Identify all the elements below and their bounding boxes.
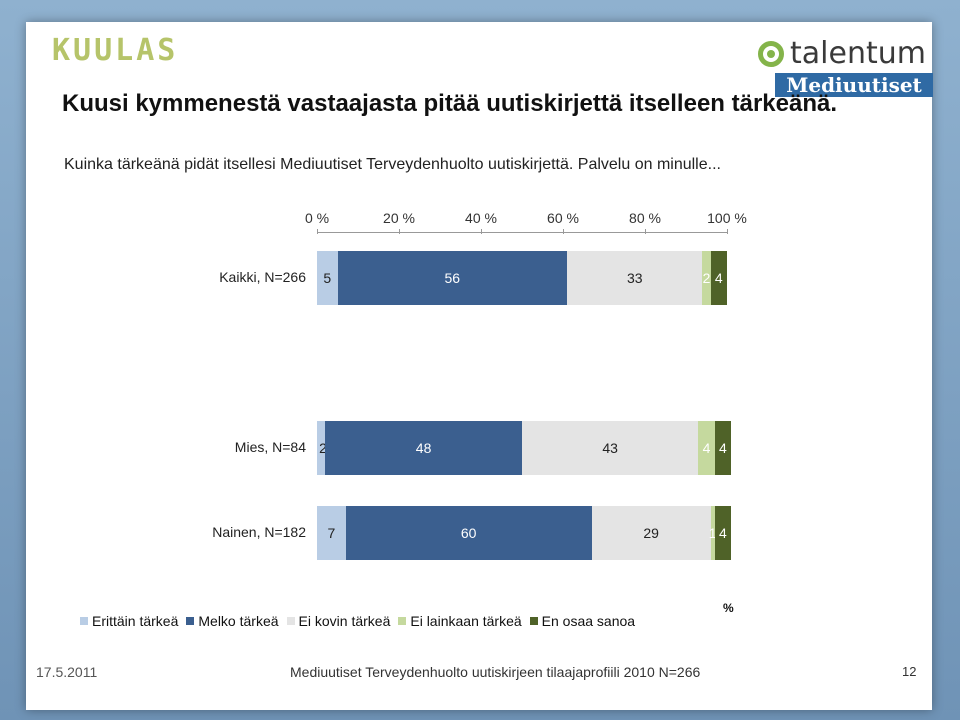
bar-segment [567, 251, 703, 305]
data-label: 56 [444, 270, 461, 286]
kuulas-logo: KUULAS [52, 33, 179, 68]
data-label: 4 [702, 440, 711, 456]
legend-label: Erittäin tärkeä [92, 613, 179, 629]
bar-segment [325, 421, 522, 475]
chart-legend: Erittäin tärkeä Melko tärkeä Ei kovin tärk… [80, 613, 643, 629]
x-tick-mark [481, 229, 482, 234]
bar-segment [710, 506, 715, 560]
category-label: Mies, N=84 [234, 439, 306, 455]
data-label: 1 [708, 525, 717, 541]
x-tick-label: 20 % [383, 210, 415, 226]
slide [26, 22, 932, 710]
data-label: 29 [643, 525, 659, 541]
x-tick-mark [317, 229, 318, 234]
legend-item: Ei lainkaan tärkeä [398, 613, 522, 629]
x-tick-label: 100 % [707, 210, 747, 226]
talentum-wordmark: talentum [790, 36, 926, 71]
data-label: 5 [323, 270, 332, 286]
data-label: 4 [714, 270, 723, 286]
axis-unit-label: % [723, 601, 734, 615]
bar-segment [698, 421, 715, 475]
x-tick-label: 40 % [465, 210, 497, 226]
legend-swatch [529, 617, 538, 625]
data-label: 2 [702, 270, 711, 286]
legend-item: Ei kovin tärkeä [286, 613, 391, 629]
bar-segment [710, 251, 727, 305]
slide-title: Kuusi kymmenestä vastaajasta pitää uutis… [62, 90, 838, 117]
bar-segment [317, 421, 326, 475]
legend-item: Melko tärkeä [186, 613, 279, 629]
legend-swatch [80, 617, 88, 625]
bar-segment [345, 506, 592, 560]
bar-segment [317, 251, 338, 305]
bar-segment [317, 506, 346, 560]
data-label: 33 [626, 270, 643, 286]
legend-item: En osaa sanoa [529, 613, 636, 629]
x-tick-label: 80 % [629, 210, 661, 226]
legend-label: Ei lainkaan tärkeä [410, 613, 522, 629]
legend-label: En osaa sanoa [541, 613, 636, 629]
data-label: 4 [718, 440, 727, 456]
data-label: 48 [415, 440, 432, 456]
bar-segment [522, 421, 699, 475]
x-tick-mark [399, 229, 400, 234]
chart-question: Kuinka tärkeänä pidät itsellesi Mediuuti… [64, 156, 721, 173]
category-label: Kaikki, N=266 [219, 269, 306, 285]
bar-segment [714, 421, 732, 475]
x-tick-label: 60 % [547, 210, 579, 226]
legend-item: Erittäin tärkeä [80, 613, 178, 629]
mediuutiset-logo: Mediuutiset [775, 73, 933, 97]
x-tick-mark [563, 229, 564, 234]
x-axis-line [317, 232, 727, 233]
data-label: 60 [460, 525, 477, 541]
data-label: 4 [718, 525, 727, 541]
talentum-logo: talentum [758, 36, 926, 71]
footer-title: Mediuutiset Terveydenhuolto uutiskirjeen… [290, 664, 701, 680]
talentum-swirl-icon [758, 40, 784, 67]
data-label: 7 [327, 525, 336, 541]
bar-segment [591, 506, 711, 560]
x-tick-label: 0 % [304, 210, 330, 226]
x-tick-mark [727, 229, 728, 234]
data-label: 2 [319, 440, 327, 456]
page-number: 12 [902, 664, 917, 679]
bar-segment [702, 251, 711, 305]
bar-segment [337, 251, 568, 305]
bar-segment [714, 506, 732, 560]
legend-swatch [286, 617, 295, 625]
x-tick-mark [645, 229, 646, 234]
legend-swatch [398, 617, 407, 625]
legend-label: Ei kovin tärkeä [298, 613, 391, 629]
legend-swatch [186, 617, 195, 625]
data-label: 43 [602, 440, 618, 456]
footer-date: 17.5.2011 [36, 664, 98, 680]
category-label: Nainen, N=182 [212, 524, 306, 540]
legend-label: Melko tärkeä [198, 613, 279, 629]
